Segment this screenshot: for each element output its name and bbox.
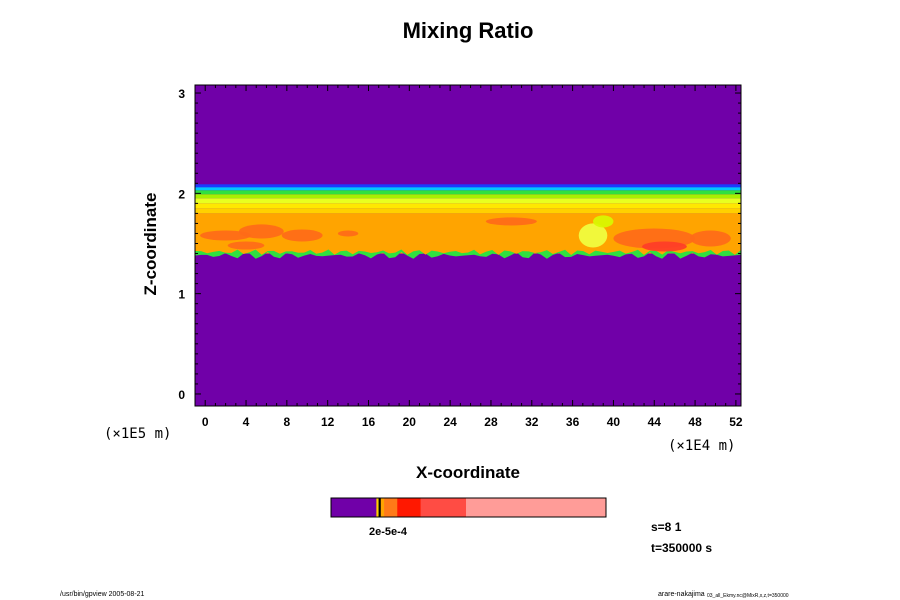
x-tick-label-5: 20 xyxy=(403,415,417,429)
turbulent-patch-1 xyxy=(238,224,284,239)
contour-band-6 xyxy=(195,208,741,214)
y-tick-label-3: 3 xyxy=(178,87,185,101)
footer-command: /usr/bin/gpview 2005-08-21 xyxy=(60,591,145,598)
contour-band-0 xyxy=(195,184,741,188)
x-tick-label-7: 28 xyxy=(484,415,498,429)
colorbar-segment-6 xyxy=(420,498,467,517)
y-tick-label-2: 2 xyxy=(178,187,185,201)
time-info: t=350000 s xyxy=(651,541,712,555)
y-tick-label-0: 0 xyxy=(178,388,185,402)
x-multiplier-label: (×1E4 m) xyxy=(668,438,735,454)
turbulent-patch-2 xyxy=(281,229,323,242)
x-tick-label-0: 0 xyxy=(202,415,209,429)
colorbar-segment-2 xyxy=(378,498,382,517)
lower-edge-orange xyxy=(195,248,741,255)
turbulent-patch-8 xyxy=(689,230,731,247)
x-axis-title: X-coordinate xyxy=(416,463,520,482)
y-tick-label-1: 1 xyxy=(178,288,185,302)
colorbar xyxy=(330,497,607,518)
x-tick-label-11: 44 xyxy=(648,415,662,429)
x-tick-label-13: 52 xyxy=(729,415,743,429)
x-tick-label-8: 32 xyxy=(525,415,539,429)
slice-info: s=8 1 xyxy=(651,520,682,534)
turbulent-patch-10 xyxy=(593,215,614,228)
contour-band-3 xyxy=(195,194,741,199)
colorbar-frame xyxy=(330,497,607,518)
turbulent-patch-0 xyxy=(200,230,252,241)
colorbar-label: 2e-5e-4 xyxy=(369,526,408,538)
colorbar-segment-4 xyxy=(384,498,398,517)
turbulent-patch-3 xyxy=(227,241,265,250)
colorbar-segment-5 xyxy=(397,498,421,517)
turbulent-patch-7 xyxy=(642,241,687,252)
x-tick-label-9: 36 xyxy=(566,415,580,429)
x-tick-label-2: 8 xyxy=(284,415,291,429)
contour-band-1 xyxy=(195,187,741,191)
x-tick-label-1: 4 xyxy=(243,415,250,429)
colorbar-segment-1 xyxy=(376,498,379,517)
colorbar-segment-0 xyxy=(331,498,377,517)
contour-band-2 xyxy=(195,190,741,195)
y-multiplier-label: (×1E5 m) xyxy=(104,426,171,442)
plot-frame xyxy=(194,84,742,407)
colorbar-segment-7 xyxy=(466,498,607,517)
turbulent-patch-5 xyxy=(337,230,359,237)
footer-source: 03_all_Ekmy.nc@MixR,x,z,t=350000 xyxy=(707,593,789,599)
contour-band-5 xyxy=(195,203,741,209)
chart-title: Mixing Ratio xyxy=(403,18,534,43)
x-tick-label-12: 48 xyxy=(688,415,702,429)
x-tick-label-10: 40 xyxy=(607,415,621,429)
x-tick-label-3: 12 xyxy=(321,415,335,429)
mixing-ratio-field xyxy=(195,85,741,406)
x-tick-label-6: 24 xyxy=(443,415,457,429)
contour-band-4 xyxy=(195,198,741,204)
y-axis-title: Z-coordinate xyxy=(141,193,160,296)
turbulent-patch-9 xyxy=(578,223,608,248)
footer-author: arare-nakajima xyxy=(658,591,705,598)
colorbar-segment-3 xyxy=(380,498,385,517)
turbulent-patch-4 xyxy=(485,217,537,226)
x-tick-label-4: 16 xyxy=(362,415,376,429)
